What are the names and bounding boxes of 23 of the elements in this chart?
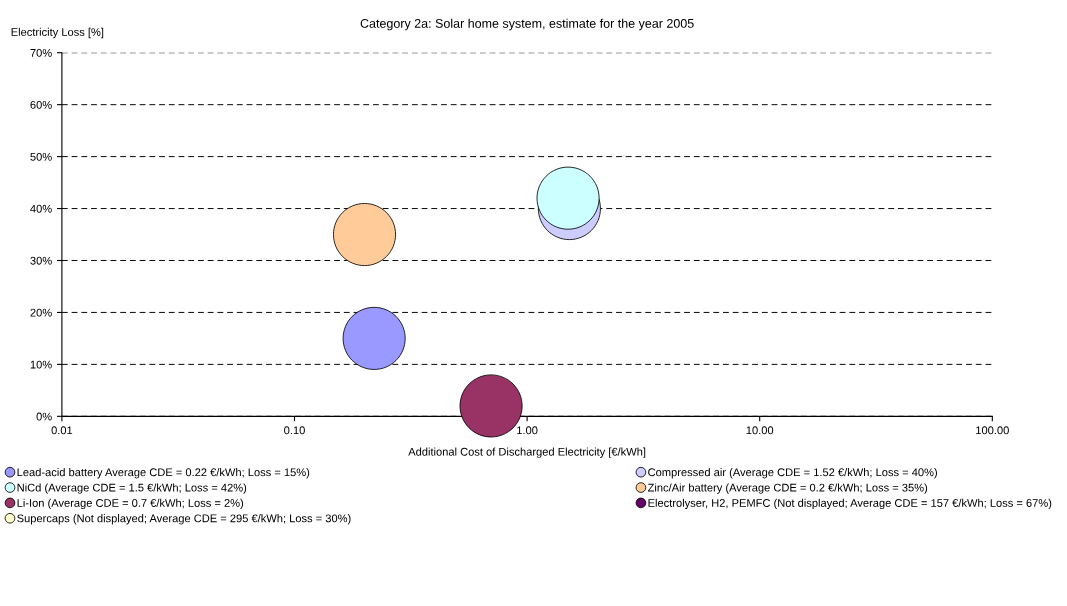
y-tick-label: 30% — [30, 256, 52, 265]
y-tick-label: 20% — [30, 308, 52, 317]
y-axis-title: Electricity Loss [%] — [11, 27, 104, 39]
x-axis-title: Additional Cost of Discharged Electricity [€/kWh] — [408, 447, 646, 458]
x-tick-label: 0.10 — [284, 426, 305, 435]
x-tick-label: 100.00 — [976, 426, 1009, 435]
legend-label: Supercaps (Not displayed; Average CDE = 295 €/kWh; Loss = 30%) — [17, 514, 351, 525]
y-tick-label: 10% — [30, 360, 52, 369]
x-tick-label: 1.00 — [517, 426, 538, 435]
legend-label: NiCd (Average CDE = 1.5 €/kWh; Loss = 42%) — [17, 483, 247, 494]
y-tick-label: 50% — [30, 152, 52, 161]
y-tick-label: 60% — [30, 100, 52, 109]
legend-label: Electrolyser, H2, PEMFC (Not displayed; Average CDE = 157 €/kWh; Loss = 67%) — [648, 498, 1052, 510]
legend-label: Lead-acid battery Average CDE = 0.22 €/kWh; Loss = 15%) — [17, 468, 310, 479]
legend-label: Li-Ion (Average CDE = 0.7 €/kWh; Loss = 2%) — [17, 498, 244, 510]
chart-title: Category 2a: Solar home system, estimate for the year 2005 — [360, 18, 694, 31]
legend-label: Compressed air (Average CDE = 1.52 €/kWh; Loss = 40%) — [648, 468, 937, 479]
legend-label: Zinc/Air battery (Average CDE = 0.2 €/kWh; Loss = 35%) — [647, 483, 928, 494]
y-tick-label: 0% — [36, 412, 52, 421]
x-tick-label: 0.01 — [51, 426, 73, 435]
y-tick-label: 40% — [30, 204, 52, 213]
y-tick-label: 70% — [30, 48, 52, 57]
x-tick-label: 10.00 — [746, 426, 774, 435]
